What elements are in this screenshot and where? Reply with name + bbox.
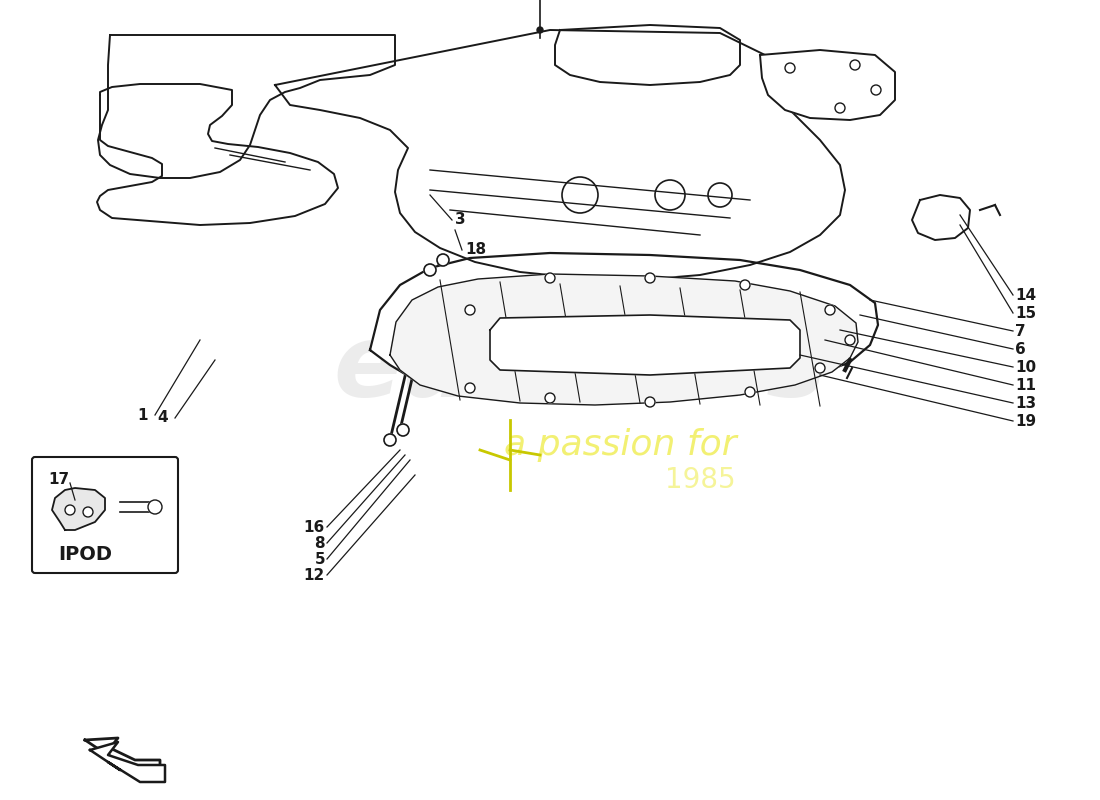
Circle shape [825,305,835,315]
Circle shape [148,500,162,514]
Text: 17: 17 [48,473,69,487]
Text: eurocars: eurocars [333,322,826,418]
Circle shape [397,424,409,436]
Text: 11: 11 [1015,378,1036,393]
Polygon shape [275,30,845,280]
Text: 4: 4 [157,410,168,426]
Circle shape [537,27,543,33]
FancyBboxPatch shape [32,457,178,573]
Polygon shape [490,315,800,375]
Text: 14: 14 [1015,287,1036,302]
Polygon shape [52,488,104,530]
Circle shape [437,254,449,266]
Circle shape [544,273,556,283]
Text: 7: 7 [1015,323,1025,338]
Polygon shape [556,25,740,85]
Text: 3: 3 [455,213,465,227]
Circle shape [785,63,795,73]
Text: 8: 8 [315,535,324,550]
Text: 1985: 1985 [664,466,735,494]
Circle shape [871,85,881,95]
Circle shape [645,273,654,283]
Polygon shape [390,274,858,405]
Circle shape [740,280,750,290]
Text: 6: 6 [1015,342,1025,357]
Polygon shape [85,738,160,775]
Circle shape [384,434,396,446]
Text: IPOD: IPOD [58,546,112,565]
Text: 10: 10 [1015,359,1036,374]
Text: 13: 13 [1015,395,1036,410]
Polygon shape [90,742,165,782]
Circle shape [835,103,845,113]
Circle shape [82,507,94,517]
Circle shape [465,383,475,393]
Text: 12: 12 [304,567,324,582]
Circle shape [815,363,825,373]
Circle shape [845,335,855,345]
Polygon shape [760,50,895,120]
Polygon shape [912,195,970,240]
Text: 15: 15 [1015,306,1036,321]
Circle shape [465,305,475,315]
Polygon shape [98,35,395,178]
Text: 18: 18 [465,242,486,258]
Circle shape [745,387,755,397]
Polygon shape [97,84,338,225]
Circle shape [645,397,654,407]
Text: 19: 19 [1015,414,1036,429]
Polygon shape [370,253,878,402]
Circle shape [544,393,556,403]
Circle shape [65,505,75,515]
Circle shape [424,264,436,276]
Text: a passion for: a passion for [504,428,736,462]
Text: 5: 5 [315,551,324,566]
Text: 1: 1 [138,407,148,422]
Circle shape [850,60,860,70]
Text: 16: 16 [304,519,324,534]
